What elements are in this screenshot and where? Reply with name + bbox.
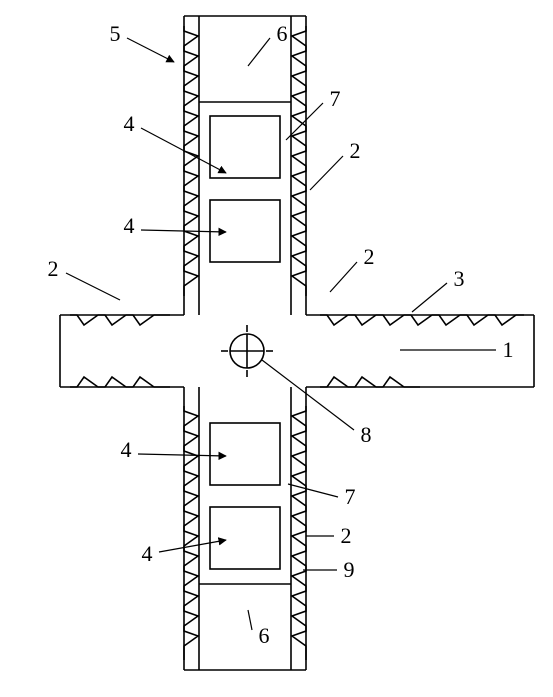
leader-6a bbox=[248, 38, 270, 66]
label-9: 9 bbox=[344, 557, 355, 582]
label-2b: 2 bbox=[350, 138, 361, 163]
leader-2b bbox=[310, 156, 343, 190]
leader-5 bbox=[127, 38, 174, 62]
inner-box-2 bbox=[210, 200, 280, 262]
label-3: 3 bbox=[454, 266, 465, 291]
leader-8 bbox=[262, 360, 354, 430]
leader-2a bbox=[66, 273, 120, 300]
label-8: 8 bbox=[361, 422, 372, 447]
label-1: 1 bbox=[503, 337, 514, 362]
label-4b: 4 bbox=[124, 213, 135, 238]
inner-box-4 bbox=[210, 507, 280, 569]
leader-4d bbox=[159, 540, 226, 552]
label-4c: 4 bbox=[121, 437, 132, 462]
label-2a: 2 bbox=[48, 256, 59, 281]
label-4a: 4 bbox=[124, 111, 135, 136]
label-7a: 7 bbox=[330, 86, 341, 111]
leader-2c bbox=[330, 262, 357, 292]
label-2c: 2 bbox=[364, 244, 375, 269]
label-6a: 6 bbox=[277, 21, 288, 46]
label-6b: 6 bbox=[259, 623, 270, 648]
inner-box-3 bbox=[210, 423, 280, 485]
label-7b: 7 bbox=[345, 484, 356, 509]
label-2d: 2 bbox=[341, 523, 352, 548]
leader-4c bbox=[138, 454, 226, 456]
leader-3 bbox=[412, 283, 447, 312]
comb-edges bbox=[70, 26, 524, 660]
diagram-canvas: 1 2 2 2 2 3 4 4 4 4 5 6 6 7 7 8 9 bbox=[0, 0, 553, 697]
label-5: 5 bbox=[110, 21, 121, 46]
leader-6b bbox=[248, 610, 252, 630]
inner-box-1 bbox=[210, 116, 280, 178]
label-4d: 4 bbox=[142, 541, 153, 566]
